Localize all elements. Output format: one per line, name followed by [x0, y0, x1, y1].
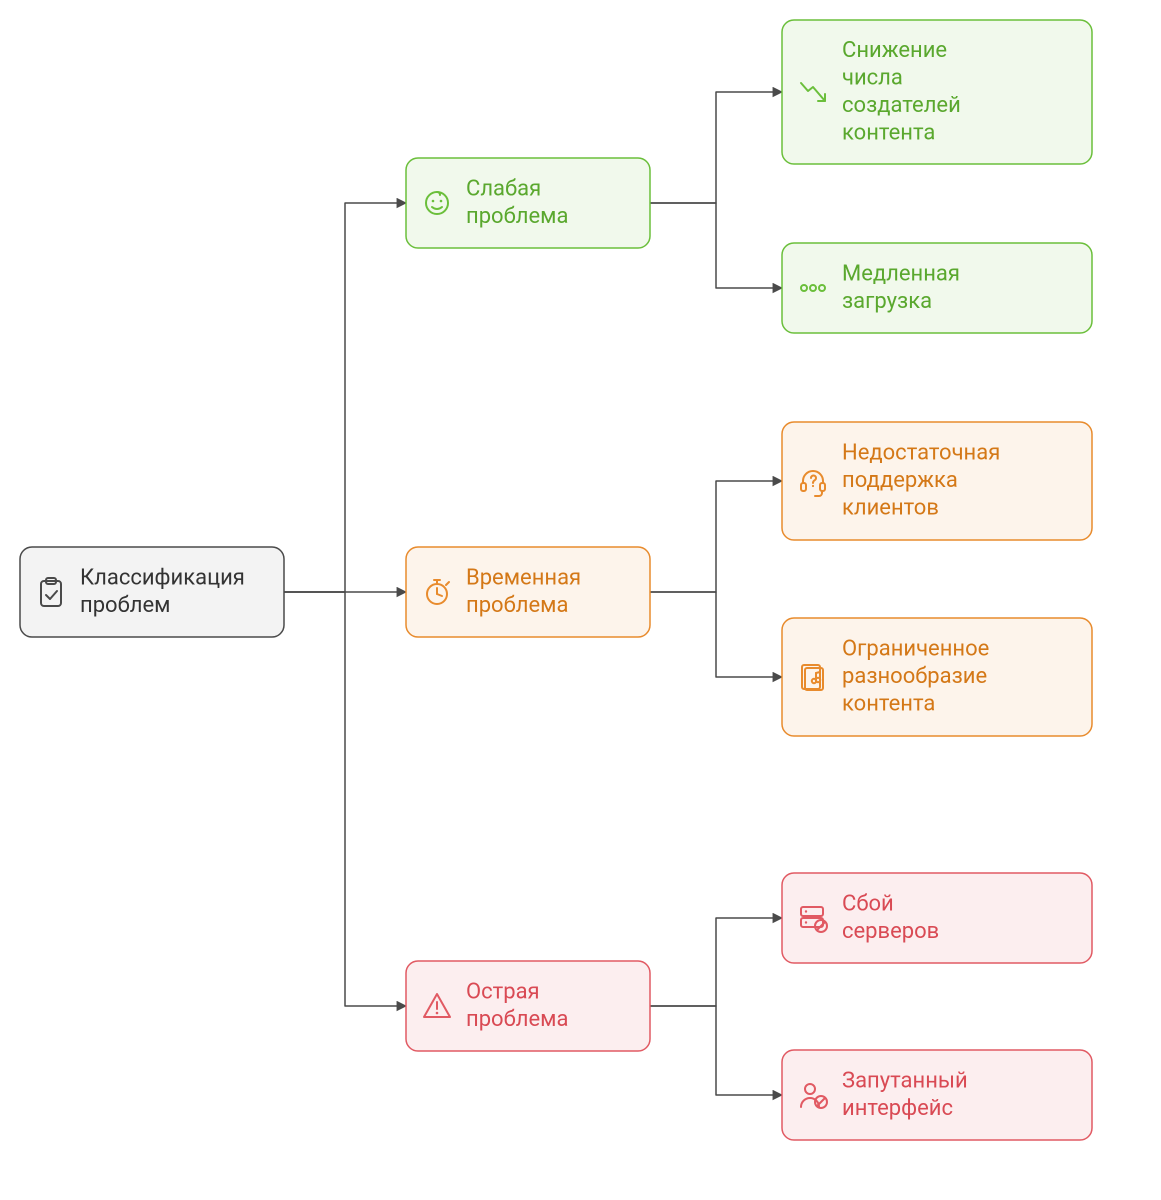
- node-support: Недостаточнаяподдержкаклиентов: [782, 422, 1092, 540]
- classification-tree: Классификацияпроблем Слабаяпроблема Времен…: [0, 0, 1161, 1200]
- node-ui: Запутанныйинтерфейс: [782, 1050, 1092, 1140]
- node-servers: Сбойсерверов: [782, 873, 1092, 963]
- node-weak: Слабаяпроблема: [406, 158, 650, 248]
- node-variety: Ограниченноеразнообразиеконтента: [782, 618, 1092, 736]
- node-temp: Временнаяпроблема: [406, 547, 650, 637]
- node-slow: Медленнаязагрузка: [782, 243, 1092, 333]
- node-root: Классификацияпроблем: [20, 547, 284, 637]
- node-acute: Остраяпроблема: [406, 961, 650, 1051]
- node-creators: Снижениечисласоздателейконтента: [782, 20, 1092, 164]
